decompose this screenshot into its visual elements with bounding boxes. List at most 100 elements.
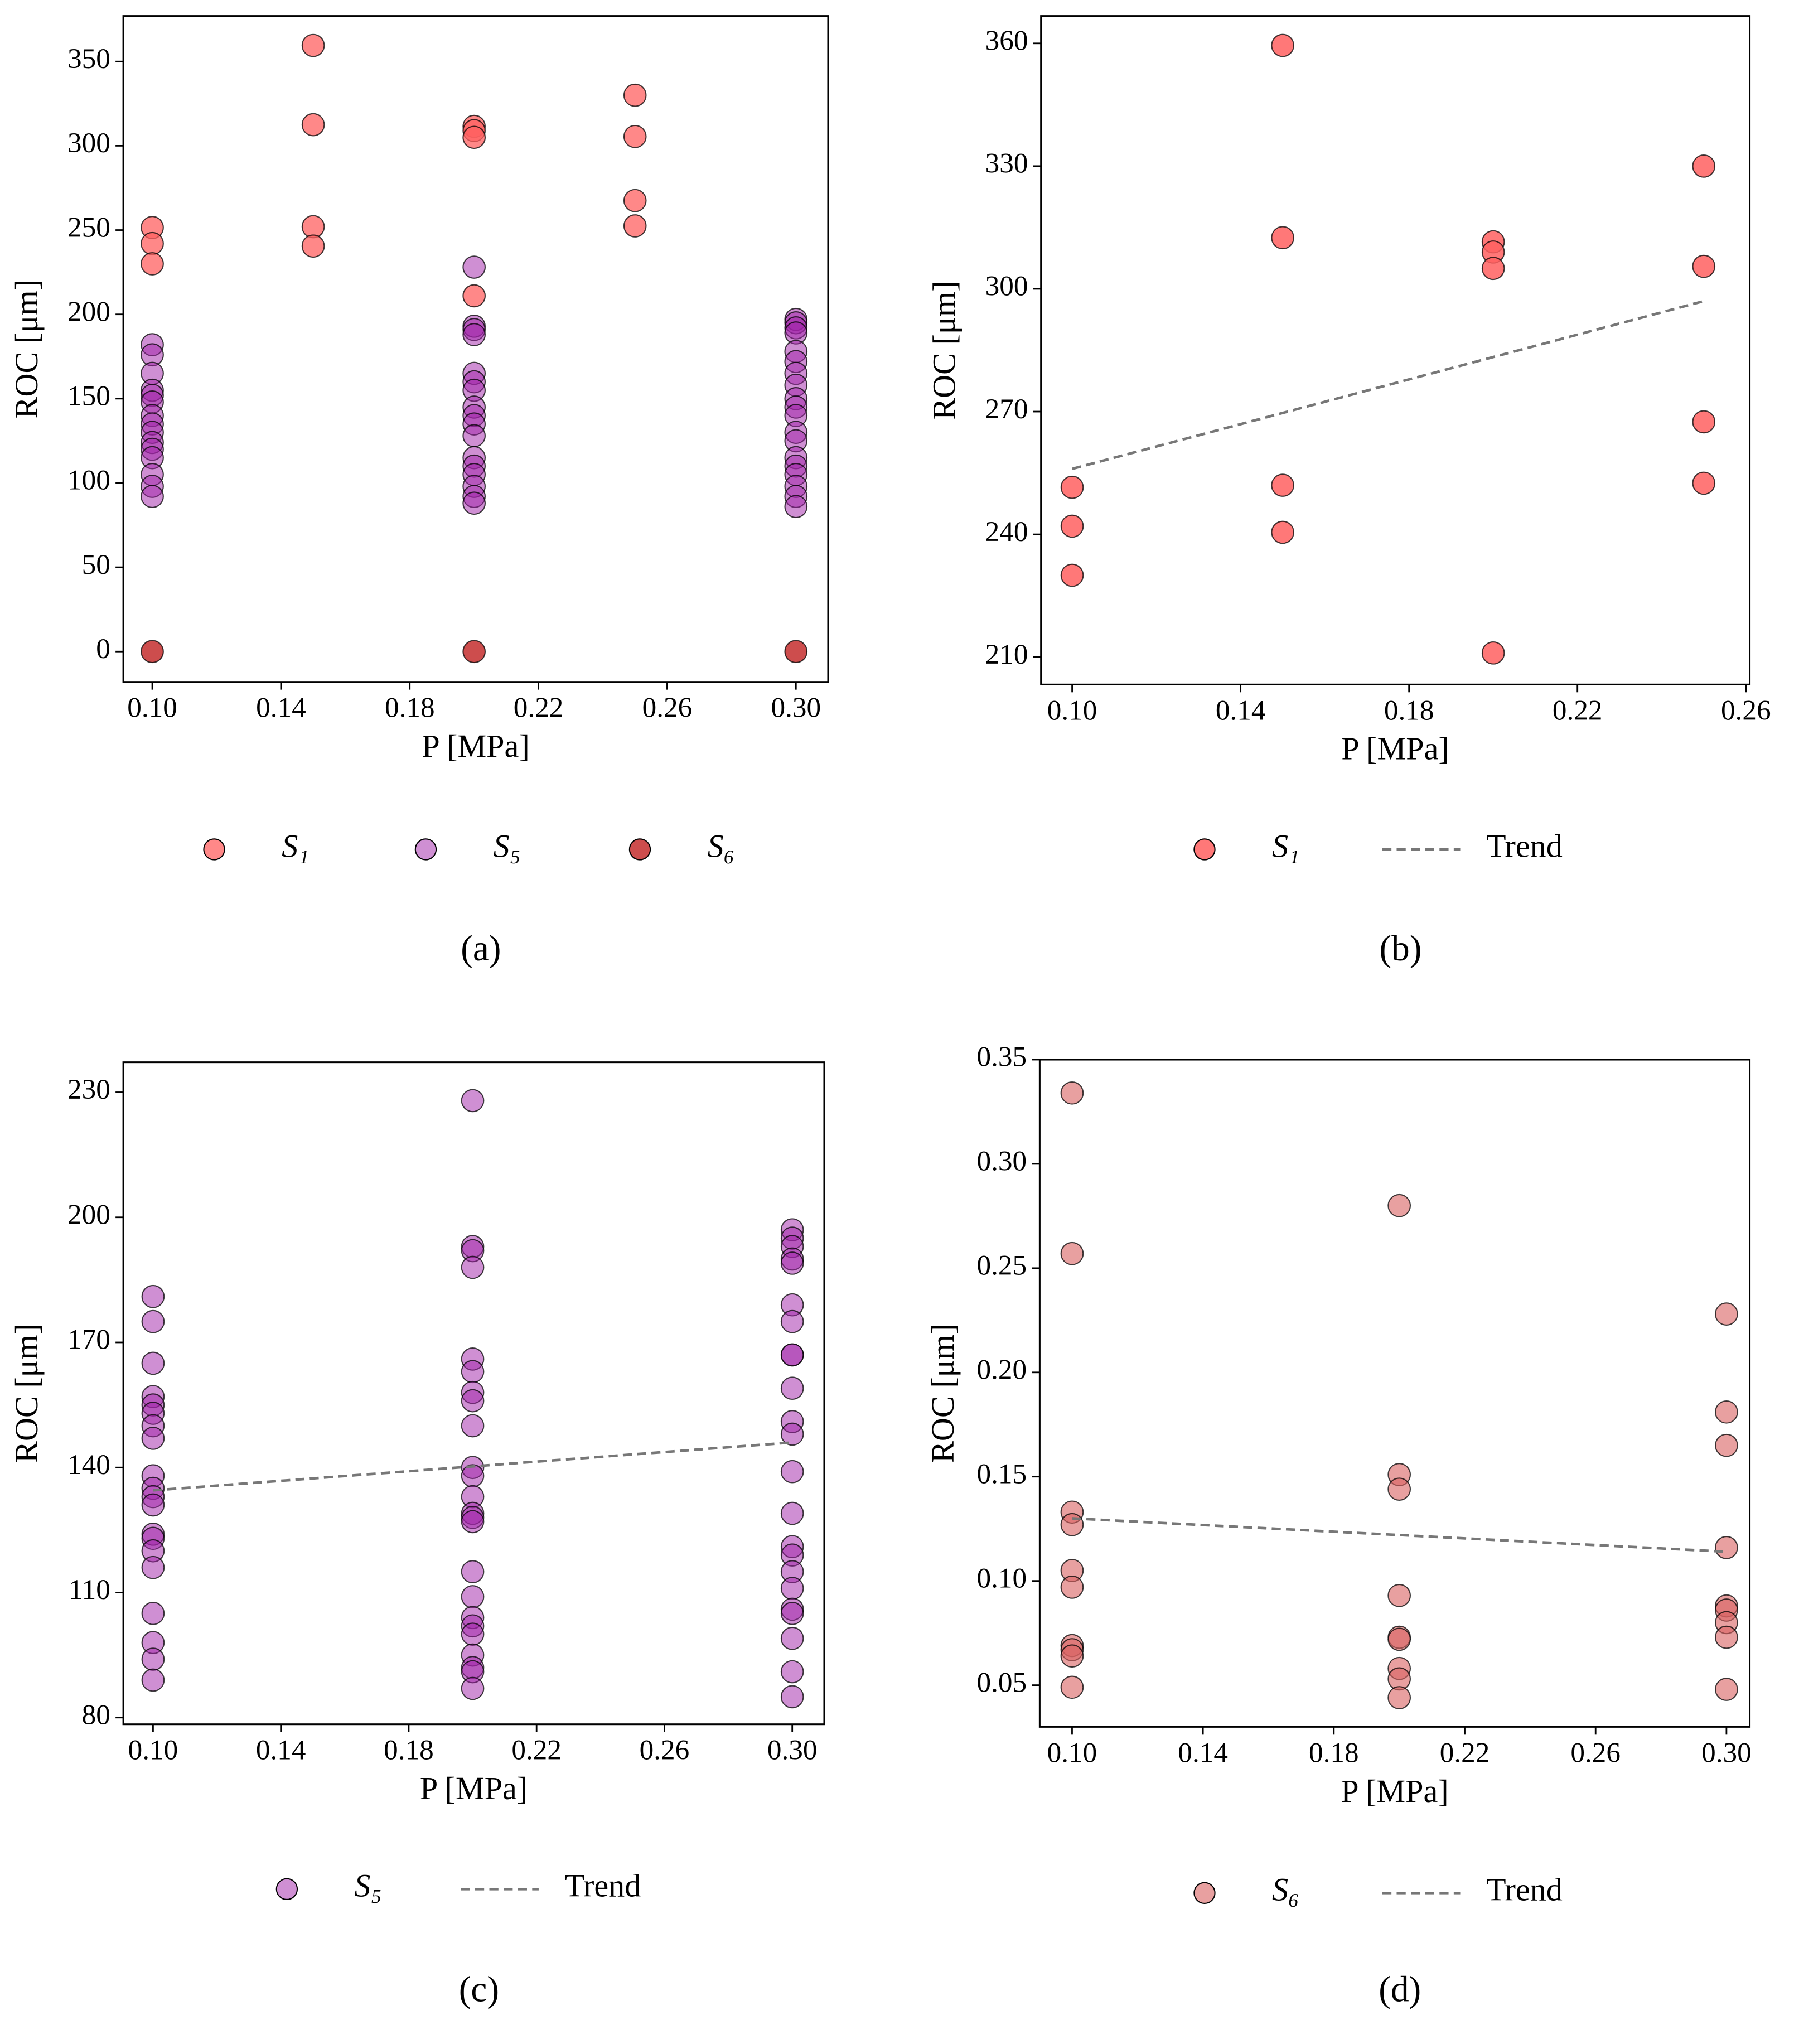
legend-marker [275,1878,298,1900]
point [780,1577,804,1600]
y-tick-label: 240 [985,516,1028,548]
point [784,640,808,664]
x-tick-label: 0.22 [1440,1737,1490,1768]
point [1060,1576,1084,1599]
y-tick-label: 0.10 [977,1562,1027,1594]
point [462,424,486,448]
point [141,485,164,508]
point [141,231,164,255]
point [461,1089,485,1113]
point [780,1501,804,1525]
y-tick-label: 140 [67,1449,110,1481]
point [141,640,164,664]
point [623,83,647,107]
x-tick-label: 0.26 [1721,694,1771,726]
x-tick-label: 0.22 [1553,694,1603,726]
point [1481,257,1505,281]
plot-frame [1040,15,1751,685]
point [301,33,325,57]
point [623,214,647,238]
x-tick-label: 0.26 [1570,1737,1621,1768]
point [141,1493,165,1517]
point [141,1309,165,1333]
point [462,640,486,664]
x-axis-label: P [MPa] [1341,1773,1448,1809]
point [141,1284,165,1308]
point [1387,1627,1411,1651]
legend-marker [1193,1882,1216,1904]
point [1715,1400,1738,1424]
point [301,113,325,137]
y-tick-label: 300 [67,127,110,159]
panel-caption: (c) [459,1969,499,2009]
x-axis-label: P [MPa] [420,1770,528,1806]
x-tick-label: 0.18 [1309,1737,1359,1768]
y-tick-label: 0.20 [977,1354,1027,1386]
y-axis-label: ROC [μm] [8,279,45,418]
y-tick-label: 330 [985,148,1028,180]
y-tick-label: 350 [67,43,110,75]
point [1387,1193,1411,1217]
y-tick-label: 270 [985,393,1028,425]
x-tick-label: 0.26 [640,1734,690,1766]
point [1692,154,1716,178]
point [462,255,486,279]
x-tick-label: 0.18 [384,1734,434,1766]
legend-label: S₆ [708,828,735,864]
point [1060,1241,1084,1265]
point [780,1685,804,1709]
point [623,189,647,212]
y-tick-label: 0.05 [977,1666,1027,1698]
x-tick-label: 0.18 [385,692,435,724]
trend-line [1072,1517,1727,1553]
point [1060,1644,1084,1668]
x-tick-label: 0.22 [514,692,564,724]
point [461,1389,485,1413]
panel-caption: (d) [1379,1969,1421,2009]
point [141,1647,165,1671]
point [780,1660,804,1684]
y-tick-label: 0.30 [977,1146,1027,1177]
point [461,1676,485,1700]
point [1387,1583,1411,1607]
legend-marker [1193,838,1216,861]
y-axis-label: ROC [μm] [926,281,962,419]
legend-marker [414,838,437,861]
x-tick-label: 0.26 [642,692,693,724]
point [461,1414,485,1438]
point [141,1555,165,1579]
point [1692,410,1716,434]
point [461,1560,485,1583]
y-tick-label: 300 [985,270,1028,302]
x-tick-label: 0.10 [127,692,177,724]
point [780,1309,804,1333]
y-tick-label: 80 [82,1699,110,1731]
point [461,1585,485,1608]
legend-label: Trend [1486,828,1563,864]
y-tick-label: 0 [96,633,110,665]
point [1271,520,1294,544]
panel-caption: (b) [1379,929,1421,969]
point [1060,1675,1084,1699]
point [780,1251,804,1275]
y-tick-label: 0.35 [977,1041,1027,1073]
point [780,1343,804,1367]
x-tick-label: 0.30 [771,692,821,724]
point [1387,1686,1411,1709]
point [1715,1625,1738,1649]
y-tick-label: 200 [67,1199,110,1230]
point [301,215,325,239]
y-tick-label: 360 [985,25,1028,57]
y-tick-label: 0.25 [977,1250,1027,1282]
y-tick-label: 0.15 [977,1458,1027,1490]
y-tick-label: 100 [67,465,110,496]
point [141,1668,165,1692]
point [1715,1536,1738,1559]
x-axis-label: P [MPa] [1341,731,1449,767]
x-tick-label: 0.14 [256,1734,306,1766]
x-tick-label: 0.14 [256,692,306,724]
point [780,1422,804,1446]
y-tick-label: 50 [82,549,110,581]
point [461,1510,485,1534]
legend-label: S₁ [282,828,309,864]
